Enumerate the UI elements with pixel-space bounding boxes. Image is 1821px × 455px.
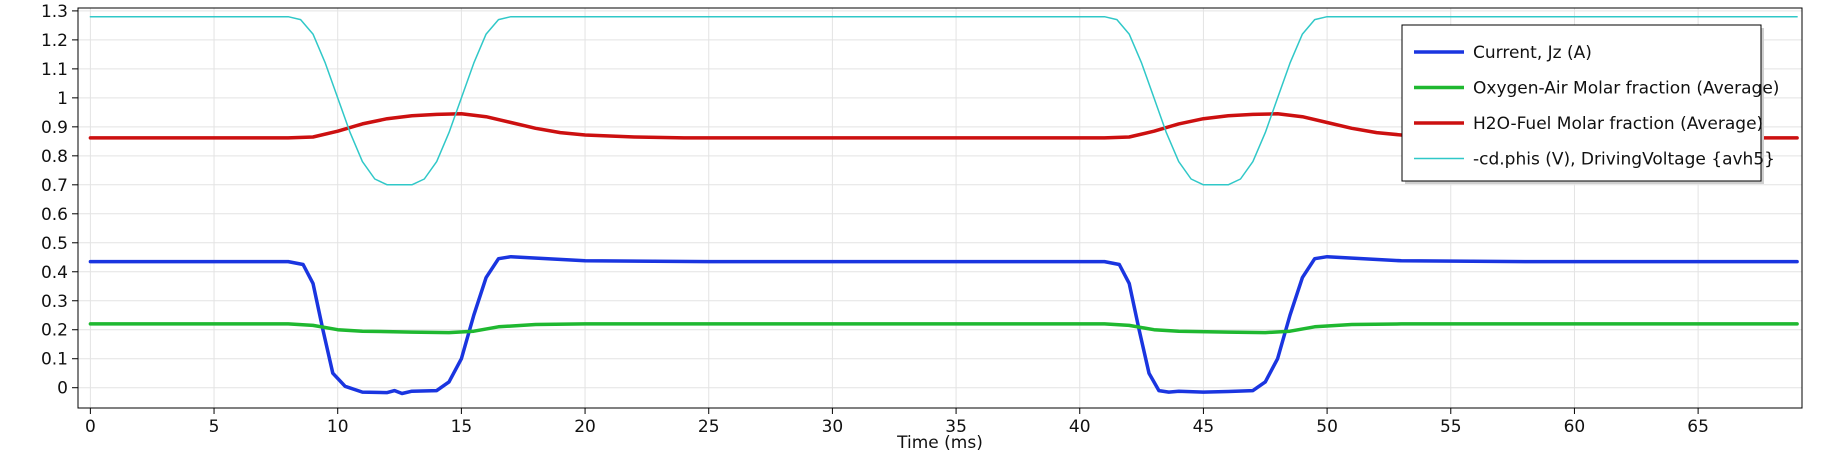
x-tick-label: 10 bbox=[327, 417, 349, 437]
legend-label-2: H2O-Fuel Molar fraction (Average) bbox=[1473, 114, 1763, 134]
x-tick-label: 40 bbox=[1069, 417, 1091, 437]
y-tick-label: 0.2 bbox=[41, 321, 68, 341]
y-tick-label: 1.3 bbox=[41, 2, 68, 22]
y-tick-label: 0.7 bbox=[41, 176, 68, 196]
y-tick-label: 1.1 bbox=[41, 60, 68, 80]
x-axis-ticks: 0 5 10 15 20 25 30 35 40 45 50 55 60 65 bbox=[85, 408, 1709, 437]
y-tick-label: 1 bbox=[57, 89, 68, 109]
x-tick-label: 50 bbox=[1316, 417, 1338, 437]
x-tick-label: 25 bbox=[698, 417, 720, 437]
x-tick-label: 5 bbox=[209, 417, 220, 437]
series-line-0 bbox=[88, 254, 1799, 396]
legend-label-1: Oxygen-Air Molar fraction (Average) bbox=[1473, 79, 1779, 99]
y-tick-label: 0.5 bbox=[41, 234, 68, 254]
y-tick-label: 1.2 bbox=[41, 31, 68, 51]
x-tick-label: 30 bbox=[822, 417, 844, 437]
x-axis-title: Time (ms) bbox=[896, 433, 983, 453]
x-tick-label: 55 bbox=[1440, 417, 1462, 437]
legend-label-0: Current, Jz (A) bbox=[1473, 43, 1592, 63]
y-tick-label: 0.9 bbox=[41, 118, 68, 138]
x-tick-label: 60 bbox=[1564, 417, 1586, 437]
legend-label-3: -cd.phis (V), DrivingVoltage {avh5} bbox=[1473, 150, 1775, 170]
y-tick-label: 0.1 bbox=[41, 350, 68, 370]
series-line-2 bbox=[88, 112, 1799, 140]
y-tick-label: 0.3 bbox=[41, 292, 68, 312]
x-tick-label: 0 bbox=[85, 417, 96, 437]
x-tick-label: 45 bbox=[1193, 417, 1215, 437]
series-line-1 bbox=[88, 322, 1799, 335]
chart-legend: Current, Jz (A) Oxygen-Air Molar fraction… bbox=[1401, 24, 1779, 184]
plot-area-frame bbox=[77, 7, 1803, 409]
y-tick-label: 0.8 bbox=[41, 147, 68, 167]
x-tick-label: 15 bbox=[451, 417, 473, 437]
x-tick-label: 35 bbox=[945, 417, 967, 437]
series-line-3 bbox=[89, 15, 1798, 186]
y-tick-label: 0.4 bbox=[41, 263, 68, 283]
y-axis-ticks: 0 0.1 0.2 0.3 0.4 0.5 0.6 0.7 0.8 0.9 1 1.1 1.2 1.3 bbox=[41, 2, 78, 399]
x-tick-label: 20 bbox=[574, 417, 596, 437]
series-layer bbox=[88, 15, 1799, 396]
y-tick-label: 0.6 bbox=[41, 205, 68, 225]
y-tick-label: 0 bbox=[57, 379, 68, 399]
x-tick-label: 65 bbox=[1687, 417, 1709, 437]
